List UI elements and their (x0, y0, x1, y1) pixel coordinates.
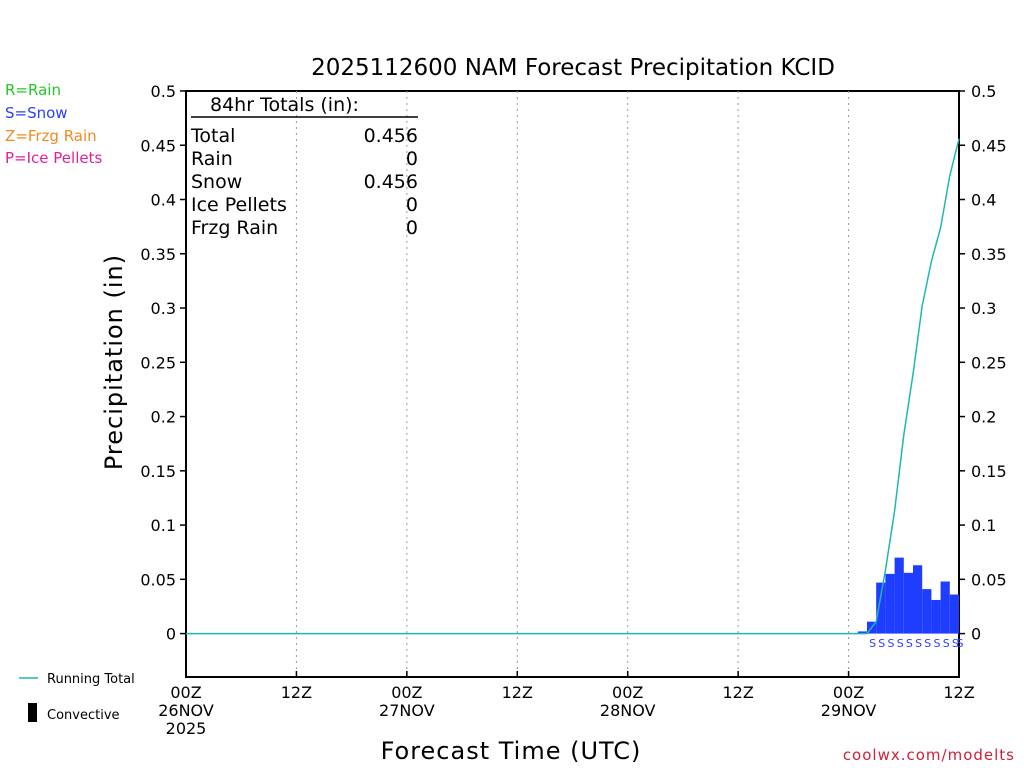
precip-bar (949, 594, 959, 634)
y-tick-label: 0.1 (151, 516, 176, 535)
chart-title: 2025112600 NAM Forecast Precipitation KC… (311, 55, 835, 81)
source-credit: coolwx.com/modelts (843, 746, 1015, 764)
x-tick-label: 00Z (170, 683, 201, 702)
totals-box: 84hr Totals (in): Total 0.456 Rain 0 Sno… (190, 94, 418, 239)
y-axis-left-ticks: 0 0.05 0.1 0.15 0.2 0.25 0.3 0.35 0.4 0.45 0.5 (140, 82, 186, 644)
y-tick-label: 0.3 (151, 299, 176, 318)
ptype-marker: S (934, 637, 941, 650)
ptype-markers: S S S S S S S S S SS (869, 637, 963, 650)
ptype-legend-ice-pellets: P=Ice Pellets (5, 149, 102, 167)
totals-label-frzg-rain: Frzg Rain (191, 217, 278, 239)
precip-bar (857, 631, 867, 634)
x-tick-label: 00Z (612, 683, 643, 702)
y-axis-title: Precipitation (in) (100, 254, 128, 470)
precip-bar (894, 557, 904, 634)
precip-bars (857, 557, 959, 634)
x-tick-label: 2025 (166, 719, 207, 738)
y-tick-label: 0.05 (971, 570, 1007, 589)
y-tick-label: 0.3 (971, 299, 996, 318)
ptype-marker: S (924, 637, 931, 650)
totals-label-total: Total (190, 125, 235, 147)
precip-bar (922, 589, 932, 634)
y-tick-label: 0.15 (140, 462, 176, 481)
y-tick-label: 0.4 (971, 191, 996, 210)
x-tick-label: 27NOV (379, 701, 435, 720)
ptype-marker: S (906, 637, 913, 650)
precip-bar (931, 599, 941, 634)
y-tick-label: 0.25 (971, 353, 1007, 372)
y-tick-label: 0 (971, 625, 981, 644)
y-tick-label: 0.5 (971, 82, 996, 101)
ptype-marker: S (869, 637, 876, 650)
x-tick-label: 12Z (502, 683, 533, 702)
precip-bar (940, 581, 950, 634)
x-axis-title: Forecast Time (UTC) (381, 737, 642, 765)
x-tick-label: 26NOV (158, 701, 214, 720)
totals-label-rain: Rain (191, 148, 233, 170)
convective-legend-swatch (28, 703, 37, 722)
ptype-marker: S (897, 637, 904, 650)
x-tick-label: 28NOV (600, 701, 656, 720)
totals-label-ice-pellets: Ice Pellets (191, 194, 287, 216)
ptype-legend-rain: R=Rain (5, 81, 61, 99)
totals-value-ice-pellets: 0 (406, 194, 418, 216)
ptype-legend: R=Rain S=Snow Z=Frzg Rain P=Ice Pellets (5, 81, 102, 167)
y-tick-label: 0.2 (971, 408, 996, 427)
y-tick-label: 0.45 (140, 136, 176, 155)
precip-bar (903, 572, 913, 634)
y-tick-label: 0.5 (151, 82, 176, 101)
precip-bar (885, 573, 895, 634)
y-tick-label: 0.05 (140, 570, 176, 589)
y-tick-label: 0.4 (151, 191, 176, 210)
x-tick-label: 12Z (281, 683, 312, 702)
x-tick-label: 12Z (722, 683, 753, 702)
y-tick-label: 0.2 (151, 408, 176, 427)
convective-legend-label: Convective (47, 708, 120, 723)
y-tick-label: 0.25 (140, 353, 176, 372)
precip-bar (876, 582, 886, 634)
totals-value-total: 0.456 (364, 125, 418, 147)
ptype-marker: S (887, 637, 894, 650)
y-tick-label: 0.35 (140, 245, 176, 264)
ptype-marker: S (957, 637, 964, 650)
grid-lines (295, 91, 850, 677)
y-tick-label: 0.1 (971, 516, 996, 535)
totals-label-snow: Snow (191, 171, 242, 193)
ptype-marker: S (943, 637, 950, 650)
plot-frame (185, 90, 960, 678)
y-tick-label: 0.35 (971, 245, 1007, 264)
series-legend: Running Total Convective (19, 672, 135, 723)
y-axis-right-ticks: 0 0.05 0.1 0.15 0.2 0.25 0.3 0.35 0.4 0.45 0.5 (959, 82, 1007, 644)
running-total-line (186, 138, 960, 635)
y-tick-label: 0.45 (971, 136, 1007, 155)
ptype-legend-frzg-rain: Z=Frzg Rain (5, 127, 97, 145)
x-tick-label: 29NOV (821, 701, 877, 720)
x-tick-label: 00Z (833, 683, 864, 702)
ptype-marker: S (915, 637, 922, 650)
x-tick-label: 00Z (391, 683, 422, 702)
totals-header: 84hr Totals (in): (210, 94, 359, 116)
totals-value-snow: 0.456 (364, 171, 418, 193)
precip-bar (912, 565, 923, 634)
running-total-legend-label: Running Total (47, 672, 135, 687)
y-tick-label: 0 (166, 625, 176, 644)
totals-value-rain: 0 (406, 148, 418, 170)
y-tick-label: 0.15 (971, 462, 1007, 481)
ptype-legend-snow: S=Snow (5, 104, 68, 122)
ptype-marker: S (878, 637, 885, 650)
ptype-marker: S (952, 637, 959, 650)
running-total-series (186, 138, 960, 635)
totals-value-frzg-rain: 0 (406, 217, 418, 239)
x-tick-label: 12Z (943, 683, 974, 702)
